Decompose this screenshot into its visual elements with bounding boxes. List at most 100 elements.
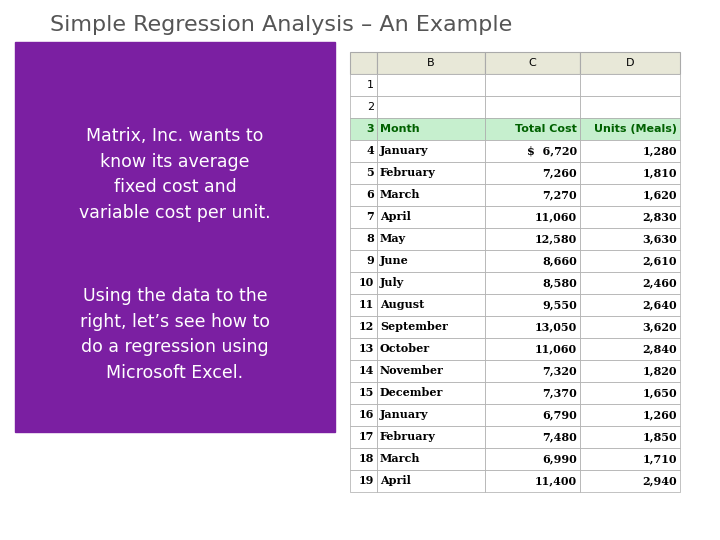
Bar <box>580 316 680 338</box>
Text: 2,830: 2,830 <box>642 212 677 222</box>
Text: 16: 16 <box>359 409 374 421</box>
Text: 5: 5 <box>366 167 374 179</box>
Text: 7,370: 7,370 <box>542 388 577 399</box>
Text: 7,320: 7,320 <box>542 366 577 376</box>
Text: January: January <box>380 145 428 157</box>
Text: 1,850: 1,850 <box>642 431 677 442</box>
Bar <box>377 272 485 294</box>
Bar <box>377 426 485 448</box>
Text: 17: 17 <box>359 431 374 442</box>
Bar <box>377 360 485 382</box>
Text: 13,050: 13,050 <box>535 321 577 333</box>
Bar <box>485 74 580 96</box>
Bar <box>350 140 377 162</box>
Text: 1,650: 1,650 <box>642 388 677 399</box>
Bar <box>485 228 580 250</box>
Text: Units (Meals): Units (Meals) <box>594 124 677 134</box>
Text: 3,630: 3,630 <box>642 233 677 245</box>
Text: 1,620: 1,620 <box>642 190 677 200</box>
Bar <box>377 404 485 426</box>
Text: February: February <box>380 431 436 442</box>
Text: 14: 14 <box>359 366 374 376</box>
Bar <box>350 338 377 360</box>
Bar <box>377 184 485 206</box>
Text: 1,280: 1,280 <box>642 145 677 157</box>
Text: 7,480: 7,480 <box>542 431 577 442</box>
Text: 2,840: 2,840 <box>642 343 677 354</box>
Bar <box>580 360 680 382</box>
Text: November: November <box>380 366 444 376</box>
Bar <box>485 140 580 162</box>
Text: 9: 9 <box>366 255 374 267</box>
Text: 11: 11 <box>359 300 374 310</box>
Bar <box>485 426 580 448</box>
Bar <box>485 382 580 404</box>
Bar <box>350 294 377 316</box>
Bar <box>485 206 580 228</box>
Text: April: April <box>380 476 411 487</box>
Text: 6: 6 <box>366 190 374 200</box>
Text: 1,710: 1,710 <box>642 454 677 464</box>
Bar <box>377 338 485 360</box>
Text: 15: 15 <box>359 388 374 399</box>
Bar <box>350 162 377 184</box>
Bar <box>485 448 580 470</box>
Text: 12,580: 12,580 <box>535 233 577 245</box>
Bar <box>350 184 377 206</box>
Bar <box>580 294 680 316</box>
Bar <box>580 272 680 294</box>
Text: 2,610: 2,610 <box>642 255 677 267</box>
Bar <box>580 404 680 426</box>
Text: Using the data to the
right, let’s see how to
do a regression using
Microsoft Ex: Using the data to the right, let’s see h… <box>80 287 270 382</box>
Bar <box>377 382 485 404</box>
Bar <box>350 206 377 228</box>
Bar <box>580 118 680 140</box>
Text: April: April <box>380 212 411 222</box>
Bar <box>580 162 680 184</box>
Bar <box>580 382 680 404</box>
Text: 7,270: 7,270 <box>542 190 577 200</box>
Bar <box>580 96 680 118</box>
Bar <box>377 140 485 162</box>
Text: 1,820: 1,820 <box>642 366 677 376</box>
Text: 11,060: 11,060 <box>535 343 577 354</box>
Bar <box>485 272 580 294</box>
Text: Month: Month <box>380 124 420 134</box>
Bar <box>485 162 580 184</box>
Bar <box>377 74 485 96</box>
Text: Matrix, Inc. wants to
know its average
fixed cost and
variable cost per unit.: Matrix, Inc. wants to know its average f… <box>79 127 271 222</box>
Text: September: September <box>380 321 448 333</box>
Text: 8: 8 <box>366 233 374 245</box>
Text: 8,660: 8,660 <box>542 255 577 267</box>
Text: 2,940: 2,940 <box>642 476 677 487</box>
Text: March: March <box>380 190 420 200</box>
Text: February: February <box>380 167 436 179</box>
Bar <box>350 470 377 492</box>
Bar <box>350 382 377 404</box>
Text: C: C <box>528 58 536 68</box>
Text: 1,260: 1,260 <box>642 409 677 421</box>
Text: 11,060: 11,060 <box>535 212 577 222</box>
Bar <box>485 184 580 206</box>
Text: 2,460: 2,460 <box>642 278 677 288</box>
Text: 13: 13 <box>359 343 374 354</box>
Bar <box>377 294 485 316</box>
Text: October: October <box>380 343 430 354</box>
Bar <box>580 470 680 492</box>
Bar <box>350 360 377 382</box>
Bar <box>377 316 485 338</box>
Bar <box>485 470 580 492</box>
Bar <box>580 140 680 162</box>
Text: 7,260: 7,260 <box>542 167 577 179</box>
Text: 2: 2 <box>367 102 374 112</box>
Bar <box>350 448 377 470</box>
Bar <box>350 228 377 250</box>
Bar <box>350 316 377 338</box>
Bar <box>350 426 377 448</box>
Bar <box>350 52 377 74</box>
Bar <box>377 448 485 470</box>
Bar <box>485 52 580 74</box>
Text: 2,640: 2,640 <box>642 300 677 310</box>
Bar <box>485 250 580 272</box>
Text: August: August <box>380 300 424 310</box>
